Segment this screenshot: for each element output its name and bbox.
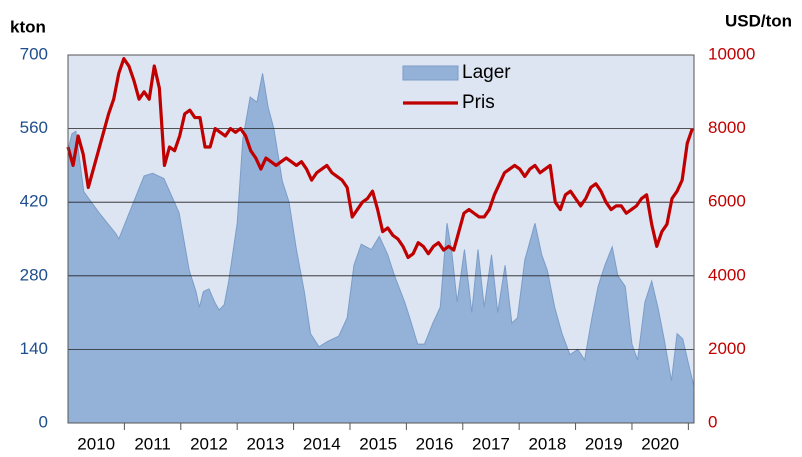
x-tick-label: 2018 xyxy=(528,434,566,453)
x-tick-label: 2020 xyxy=(641,434,679,453)
x-tick-label: 2012 xyxy=(190,434,228,453)
x-tick-label: 2016 xyxy=(416,434,454,453)
y-axis-label: kton xyxy=(10,17,46,36)
legend-swatch xyxy=(402,65,459,81)
y2-axis-label: USD/ton xyxy=(725,11,792,30)
x-tick-label: 2011 xyxy=(134,434,171,453)
y2-tick-label: 4000 xyxy=(708,265,746,284)
y2-tick-label: 6000 xyxy=(708,192,746,211)
y2-tick-label: 0 xyxy=(708,412,717,431)
y2-tick-label: 8000 xyxy=(708,118,746,137)
y2-tick-label: 10000 xyxy=(708,44,755,63)
y-tick-label: 420 xyxy=(20,192,48,211)
y-tick-label: 280 xyxy=(20,265,48,284)
plot-border xyxy=(67,54,695,424)
x-tick-label: 2019 xyxy=(585,434,623,453)
y-tick-label: 0 xyxy=(39,412,48,431)
x-tick-label: 2013 xyxy=(246,434,284,453)
x-tick-label: 2017 xyxy=(472,434,510,453)
y-tick-label: 560 xyxy=(20,118,48,137)
y-tick-label: 140 xyxy=(20,339,48,358)
area xyxy=(67,73,695,424)
x-tick-label: 2015 xyxy=(359,434,397,453)
y-tick-label: 700 xyxy=(20,44,48,63)
y2-tick-label: 2000 xyxy=(708,339,746,358)
legend-label: Lager xyxy=(462,62,511,83)
x-tick-label: 2014 xyxy=(303,434,341,453)
legend-label: Pris xyxy=(462,92,495,113)
line xyxy=(66,57,694,259)
x-tick-label: 2010 xyxy=(77,434,115,453)
